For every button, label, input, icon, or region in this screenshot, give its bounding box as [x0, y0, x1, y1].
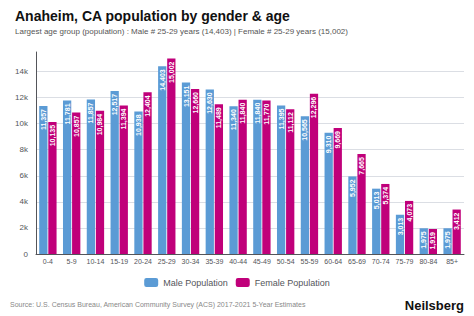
svg-text:10,565: 10,565: [301, 119, 309, 141]
svg-text:2k: 2k: [20, 223, 29, 232]
svg-text:11,395: 11,395: [278, 108, 286, 129]
svg-text:35-39: 35-39: [205, 258, 223, 265]
svg-text:11,357: 11,357: [40, 109, 48, 130]
svg-text:9,669: 9,669: [334, 131, 342, 149]
svg-text:15,002: 15,002: [168, 61, 176, 83]
svg-text:12,630: 12,630: [206, 92, 214, 114]
svg-text:10,135: 10,135: [49, 125, 57, 147]
svg-text:11,840: 11,840: [239, 103, 247, 124]
svg-text:0: 0: [24, 250, 29, 259]
svg-text:80-84: 80-84: [419, 258, 437, 265]
svg-text:0-4: 0-4: [43, 258, 53, 265]
svg-text:Female Population: Female Population: [255, 278, 330, 288]
svg-text:65-69: 65-69: [348, 258, 366, 265]
svg-text:11,840: 11,840: [254, 103, 262, 124]
svg-text:13,151: 13,151: [183, 86, 191, 108]
svg-text:11,857: 11,857: [87, 102, 95, 123]
svg-text:14k: 14k: [15, 67, 29, 76]
svg-text:11,112: 11,112: [287, 112, 295, 133]
svg-text:12,296: 12,296: [310, 97, 318, 119]
svg-text:3,412: 3,412: [453, 212, 461, 230]
svg-text:25-29: 25-29: [158, 258, 176, 265]
svg-text:Male Population: Male Population: [163, 278, 228, 288]
svg-text:20-24: 20-24: [134, 258, 152, 265]
svg-text:4,073: 4,073: [406, 204, 414, 222]
svg-text:85+: 85+: [446, 258, 458, 265]
svg-text:70-74: 70-74: [372, 258, 390, 265]
svg-text:10,938: 10,938: [135, 114, 143, 136]
svg-text:45-49: 45-49: [253, 258, 271, 265]
svg-text:11,770: 11,770: [263, 104, 271, 125]
svg-text:1,919: 1,919: [429, 232, 437, 250]
svg-text:11,781: 11,781: [64, 103, 72, 124]
svg-text:30-34: 30-34: [182, 258, 200, 265]
svg-text:7,665: 7,665: [358, 157, 366, 175]
svg-text:5,013: 5,013: [373, 192, 381, 210]
svg-text:40-44: 40-44: [229, 258, 247, 265]
svg-text:3,013: 3,013: [397, 218, 405, 236]
svg-text:10k: 10k: [15, 119, 29, 128]
svg-text:10-14: 10-14: [86, 258, 104, 265]
svg-text:1,975: 1,975: [444, 231, 452, 249]
svg-text:Largest age group (population): Largest age group (population) : Male # …: [15, 27, 348, 36]
svg-text:Anaheim, CA population by gend: Anaheim, CA population by gender & age: [15, 8, 290, 24]
svg-text:4k: 4k: [20, 197, 29, 206]
svg-text:14,403: 14,403: [159, 69, 167, 91]
svg-text:75-79: 75-79: [396, 258, 414, 265]
svg-text:5,952: 5,952: [349, 179, 357, 197]
svg-text:9,310: 9,310: [325, 136, 333, 154]
svg-text:5-9: 5-9: [67, 258, 77, 265]
svg-text:50-54: 50-54: [277, 258, 295, 265]
svg-text:12,404: 12,404: [144, 95, 152, 117]
svg-text:12,660: 12,660: [192, 92, 200, 114]
svg-text:15-19: 15-19: [110, 258, 128, 265]
svg-text:6k: 6k: [20, 171, 29, 180]
svg-text:12k: 12k: [15, 93, 29, 102]
svg-text:11,340: 11,340: [230, 109, 238, 130]
svg-text:8k: 8k: [20, 145, 29, 154]
svg-text:55-59: 55-59: [300, 258, 318, 265]
svg-text:Neilsberg: Neilsberg: [405, 298, 464, 313]
svg-text:10,984: 10,984: [96, 114, 104, 136]
svg-text:11,394: 11,394: [120, 108, 128, 129]
svg-text:11,489: 11,489: [215, 107, 223, 128]
svg-text:Source: U.S. Census Bureau, Am: Source: U.S. Census Bureau, American Com…: [10, 301, 306, 309]
svg-text:5,374: 5,374: [382, 187, 390, 205]
svg-text:60-64: 60-64: [324, 258, 342, 265]
svg-text:10,857: 10,857: [73, 115, 81, 137]
svg-text:12,517: 12,517: [111, 94, 119, 116]
svg-text:1,975: 1,975: [420, 231, 428, 249]
